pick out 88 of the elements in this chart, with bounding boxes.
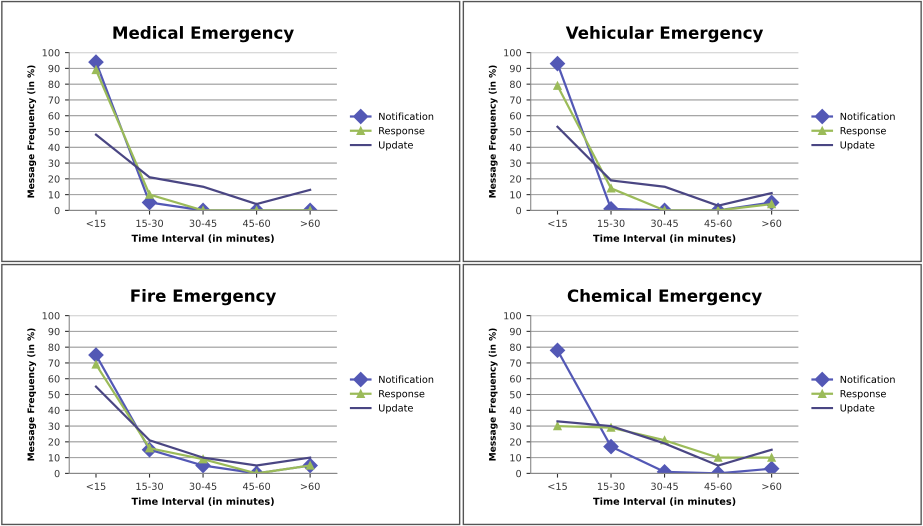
y-axis-title: Message Frequency (in %) <box>27 328 36 460</box>
x-tick-label: 30-45 <box>651 482 678 490</box>
y-axis-title: Message Frequency (in %) <box>488 65 498 198</box>
y-tick-label: 60 <box>510 375 522 383</box>
y-tick-label: 80 <box>48 80 60 88</box>
x-tick-label: >60 <box>762 482 782 490</box>
x-tick-label: 30-45 <box>190 220 216 227</box>
legend-label: Notification <box>379 376 434 384</box>
x-tick-label: 15-30 <box>598 220 625 227</box>
y-tick-label: 70 <box>48 96 60 104</box>
y-tick-label: 80 <box>510 344 522 351</box>
y-tick-label: 0 <box>516 470 522 478</box>
y-tick-label: 50 <box>48 390 60 398</box>
y-tick-label: 10 <box>510 191 522 198</box>
x-tick-label: >60 <box>300 220 320 227</box>
x-tick-label: 15-30 <box>136 220 164 227</box>
legend-label: Update <box>379 141 413 150</box>
y-tick-label: 60 <box>510 112 522 120</box>
legend-label: Notification <box>840 376 895 384</box>
y-tick-label: 20 <box>510 438 522 446</box>
x-tick-label: 30-45 <box>651 220 678 227</box>
x-tick-label: <15 <box>548 220 567 227</box>
chart-title: Chemical Emergency <box>568 289 762 306</box>
y-tick-label: 70 <box>510 359 522 367</box>
x-tick-label: 15-30 <box>598 482 625 490</box>
y-tick-label: 90 <box>510 328 522 336</box>
y-tick-label: 60 <box>48 112 60 120</box>
chart-title: Medical Emergency <box>113 26 294 42</box>
y-tick-label: 30 <box>48 160 60 167</box>
x-axis-title: Time Interval (in minutes) <box>132 234 274 244</box>
legend-label: Response <box>379 390 424 400</box>
y-tick-label: 10 <box>48 191 60 198</box>
y-tick-label: 40 <box>48 406 60 414</box>
y-tick-label: 70 <box>510 96 522 104</box>
x-tick-label: 45-60 <box>242 220 270 227</box>
x-tick-label: >60 <box>300 482 320 490</box>
x-tick-label: 45-60 <box>242 482 270 490</box>
legend-label: Update <box>840 141 874 150</box>
x-axis-title: Time Interval (in minutes) <box>593 497 736 506</box>
y-tick-label: 90 <box>510 64 522 72</box>
y-tick-label: 70 <box>48 359 60 367</box>
x-axis-title: Time Interval (in minutes) <box>132 497 274 506</box>
y-axis-title: Message Frequency (in %) <box>27 65 36 198</box>
x-tick-label: <15 <box>86 220 106 227</box>
legend-label: Response <box>379 127 424 136</box>
y-tick-label: 10 <box>48 454 60 462</box>
legend-label: Update <box>379 404 413 414</box>
y-tick-label: 100 <box>504 49 522 56</box>
chart-title: Fire Emergency <box>131 289 276 306</box>
y-tick-label: 90 <box>48 328 60 336</box>
y-tick-label: 30 <box>48 422 60 430</box>
y-tick-label: 20 <box>510 175 522 183</box>
y-tick-label: 0 <box>54 470 60 478</box>
legend-label: Response <box>840 127 886 136</box>
y-tick-label: 80 <box>48 344 60 351</box>
y-tick-label: 100 <box>42 312 60 320</box>
y-tick-label: 40 <box>510 144 522 152</box>
y-tick-label: 20 <box>48 438 60 446</box>
y-tick-label: 0 <box>54 206 60 214</box>
x-axis-title: Time Interval (in minutes) <box>593 234 736 244</box>
x-tick-label: 45-60 <box>704 220 732 227</box>
legend-label: Response <box>840 390 886 400</box>
y-tick-label: 60 <box>48 375 60 383</box>
y-tick-label: 50 <box>510 390 522 398</box>
y-tick-label: 90 <box>48 64 60 72</box>
x-tick-label: <15 <box>86 482 106 490</box>
legend-label: Notification <box>379 112 434 120</box>
x-tick-label: 15-30 <box>136 482 164 490</box>
y-tick-label: 10 <box>510 454 522 462</box>
y-tick-label: 20 <box>48 175 60 183</box>
y-tick-label: 100 <box>42 49 60 56</box>
chart-title: Vehicular Emergency <box>566 26 764 42</box>
legend-label: Update <box>840 404 874 414</box>
y-tick-label: 100 <box>504 312 522 320</box>
x-tick-label: >60 <box>762 220 782 227</box>
y-tick-label: 0 <box>516 206 522 214</box>
y-tick-label: 50 <box>510 128 522 136</box>
y-tick-label: 80 <box>510 80 522 88</box>
y-axis-title: Message Frequency (in %) <box>488 328 498 460</box>
x-tick-label: <15 <box>548 482 567 490</box>
y-tick-label: 30 <box>510 160 522 167</box>
y-tick-label: 40 <box>48 144 60 152</box>
y-tick-label: 30 <box>510 422 522 430</box>
y-tick-label: 40 <box>510 406 522 414</box>
legend-label: Notification <box>840 112 895 120</box>
x-tick-label: 45-60 <box>704 482 732 490</box>
x-tick-label: 30-45 <box>190 482 216 490</box>
y-tick-label: 50 <box>48 128 60 136</box>
